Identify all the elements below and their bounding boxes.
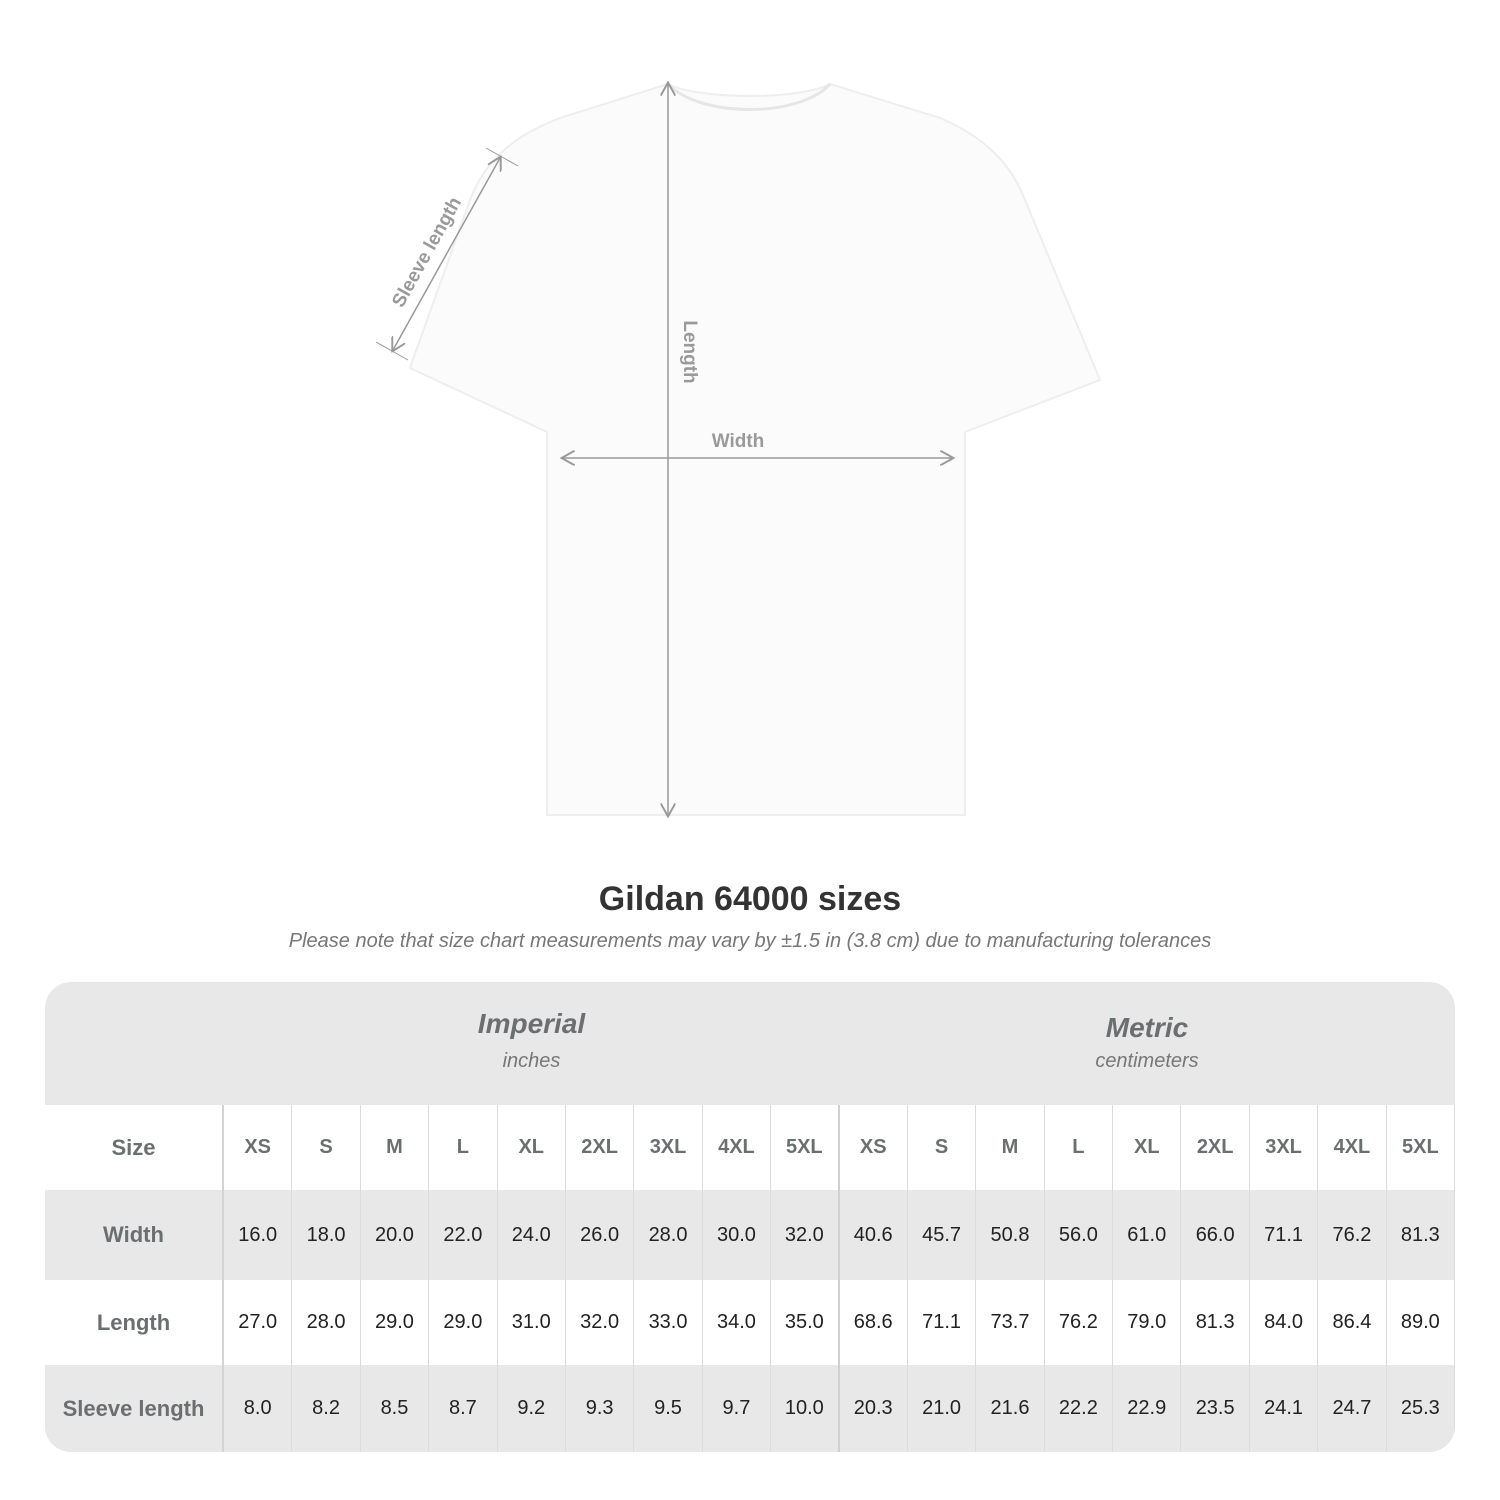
table-cell: 20.0 [361, 1190, 430, 1280]
table-cell: 8.5 [361, 1365, 430, 1452]
table-cell: 18.0 [292, 1190, 361, 1280]
table-cell: 23.5 [1181, 1365, 1250, 1452]
table-cell: 33.0 [634, 1280, 703, 1365]
table-cell: 22.0 [429, 1190, 498, 1280]
table-cell: 45.7 [908, 1190, 977, 1280]
table-cell: 24.1 [1250, 1365, 1319, 1452]
table-cell: 71.1 [908, 1280, 977, 1365]
table-cell: 25.3 [1387, 1365, 1455, 1452]
size-header-cell: 5XL [1387, 1105, 1455, 1190]
metric-header: Metric centimeters [1095, 1012, 1199, 1072]
table-cell: 21.0 [908, 1365, 977, 1452]
table-row: Width 16.0 18.0 20.0 22.0 24.0 26.0 28.0 30.0 32.… [45, 1190, 1455, 1280]
size-header-row: Size XS S M L XL 2XL 3XL 4XL 5XL XS S M L XL 2XL 3XL 4XL 5… [45, 1105, 1455, 1190]
table-cell: 86.4 [1318, 1280, 1387, 1365]
table-cell: 29.0 [429, 1280, 498, 1365]
table-cell: 9.7 [703, 1365, 772, 1452]
table-cell: 32.0 [771, 1190, 840, 1280]
size-header-cell: XS [840, 1105, 908, 1190]
table-cell: 24.7 [1318, 1365, 1387, 1452]
size-table: Imperial inches Metric centimeters Size X… [45, 982, 1455, 1452]
page-title: Gildan 64000 sizes [598, 880, 902, 918]
imperial-header: Imperial inches [477, 1008, 586, 1072]
table-cell: 22.9 [1113, 1365, 1182, 1452]
table-cell: 68.6 [840, 1280, 908, 1365]
table-cell: 27.0 [224, 1280, 293, 1365]
size-header-cell: L [1045, 1105, 1114, 1190]
size-header-cell: 2XL [1181, 1105, 1250, 1190]
table-cell: 81.3 [1387, 1190, 1455, 1280]
table-cell: 28.0 [292, 1280, 361, 1365]
table-cell: 16.0 [224, 1190, 293, 1280]
table-cell: 10.0 [771, 1365, 840, 1452]
tshirt-diagram: Sleeve length Length Width [375, 0, 1102, 850]
size-header-cell: 4XL [1318, 1105, 1387, 1190]
table-cell: 32.0 [566, 1280, 635, 1365]
table-cell: 56.0 [1045, 1190, 1114, 1280]
size-header-cell: 4XL [703, 1105, 772, 1190]
row-label: Sleeve length [45, 1365, 224, 1452]
size-header-cell: S [908, 1105, 977, 1190]
size-header-cell: 3XL [634, 1105, 703, 1190]
table-cell: 21.6 [976, 1365, 1045, 1452]
table-cell: 40.6 [840, 1190, 908, 1280]
table-cell: 8.7 [429, 1365, 498, 1452]
sleeve-arrow [393, 158, 500, 350]
length-label: Length [679, 320, 700, 383]
table-cell: 28.0 [634, 1190, 703, 1280]
table-cell: 35.0 [771, 1280, 840, 1365]
size-header-cell: 3XL [1250, 1105, 1319, 1190]
table-cell: 81.3 [1181, 1280, 1250, 1365]
table-cell: 89.0 [1387, 1280, 1455, 1365]
table-cell: 20.3 [840, 1365, 908, 1452]
table-cell: 8.0 [224, 1365, 293, 1452]
table-cell: 71.1 [1250, 1190, 1319, 1280]
table-cell: 76.2 [1318, 1190, 1387, 1280]
table-cell: 9.5 [634, 1365, 703, 1452]
size-header-cell: XL [498, 1105, 566, 1190]
width-label: Width [712, 431, 765, 452]
table-cell: 50.8 [976, 1190, 1045, 1280]
size-header-cell: XS [224, 1105, 293, 1190]
table-cell: 8.2 [292, 1365, 361, 1452]
size-header-cell: M [361, 1105, 430, 1190]
table-cell: 79.0 [1113, 1280, 1182, 1365]
table-cell: 30.0 [703, 1190, 772, 1280]
table-cell: 34.0 [703, 1280, 772, 1365]
size-header-cell: 2XL [566, 1105, 635, 1190]
size-header-cell: S [292, 1105, 361, 1190]
table-cell: 61.0 [1113, 1190, 1182, 1280]
table-cell: 26.0 [566, 1190, 635, 1280]
table-cell: 73.7 [976, 1280, 1045, 1365]
size-header-cell: XL [1113, 1105, 1182, 1190]
table-cell: 22.2 [1045, 1365, 1114, 1452]
row-label: Length [45, 1280, 224, 1365]
table-cell: 9.3 [566, 1365, 635, 1452]
table-row: Length 27.0 28.0 29.0 29.0 31.0 32.0 33.0 34.0 35… [45, 1280, 1455, 1365]
table-cell: 76.2 [1045, 1280, 1114, 1365]
size-header-cell: 5XL [771, 1105, 840, 1190]
table-cell: 29.0 [361, 1280, 430, 1365]
table-cell: 9.2 [498, 1365, 566, 1452]
size-header-cell: L [429, 1105, 498, 1190]
table-cell: 66.0 [1181, 1190, 1250, 1280]
tolerance-note: Please note that size chart measurements… [288, 930, 1212, 952]
table-cell: 84.0 [1250, 1280, 1319, 1365]
table-cell: 24.0 [498, 1190, 566, 1280]
row-label: Size [45, 1105, 224, 1190]
row-label: Width [45, 1190, 224, 1280]
table-cell: 31.0 [498, 1280, 566, 1365]
table-row: Sleeve length 8.0 8.2 8.5 8.7 9.2 9.3 9.5 9.7 10.… [45, 1365, 1455, 1452]
size-header-cell: M [976, 1105, 1045, 1190]
